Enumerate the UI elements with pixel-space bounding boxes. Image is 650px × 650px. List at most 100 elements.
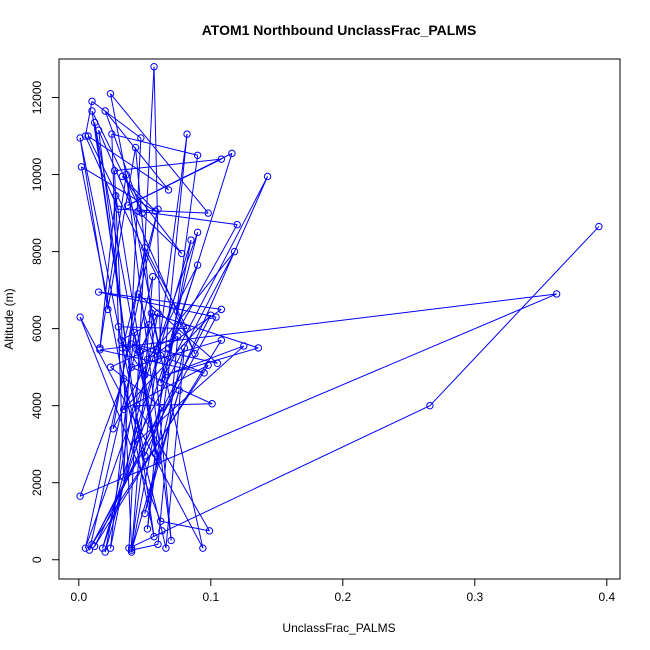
data-point: [154, 309, 162, 317]
series-segment: [128, 405, 431, 549]
series-segment: [98, 291, 222, 310]
series-segment: [111, 134, 125, 477]
data-point: [208, 400, 216, 408]
series-segment: [165, 347, 185, 549]
data-point: [162, 371, 170, 379]
data-point: [88, 107, 96, 115]
series-segment: [136, 349, 156, 454]
data-point: [207, 311, 215, 319]
series-segment: [144, 347, 185, 514]
series-segment: [98, 291, 217, 318]
data-point: [164, 344, 173, 352]
x-tick-label: 0.3: [466, 590, 483, 604]
data-point: [94, 126, 103, 134]
data-point: [145, 321, 153, 329]
data-point: [96, 346, 104, 354]
data-point: [104, 305, 112, 314]
series-segment: [146, 134, 188, 529]
data-point: [77, 163, 86, 171]
x-axis: 0.0 0.1 0.2 0.3 0.4: [70, 578, 615, 604]
data-point: [90, 118, 99, 127]
series-segment: [87, 135, 169, 191]
series-segment: [91, 316, 217, 545]
y-tick-label: 0: [30, 556, 44, 563]
x-axis-label: UnclassFrac_PALMS: [282, 621, 395, 635]
data-point: [158, 527, 166, 535]
data-point: [106, 89, 115, 98]
data-point: [76, 492, 84, 500]
data-point: [137, 134, 145, 142]
data-point: [131, 143, 140, 152]
series-segment: [127, 152, 233, 206]
data-point: [133, 401, 141, 410]
data-point: [552, 290, 561, 298]
series-segment: [137, 293, 218, 364]
series-segment: [104, 110, 143, 214]
data-point: [138, 209, 146, 217]
data-point: [150, 532, 158, 541]
y-tick-label: 12000: [30, 81, 44, 115]
series-segment: [109, 313, 159, 549]
series-segment: [87, 135, 196, 354]
x-tick-label: 0.0: [70, 590, 87, 604]
series-segment: [79, 316, 162, 522]
data-point: [127, 548, 136, 556]
data-point: [119, 375, 128, 383]
data-point: [154, 457, 162, 466]
y-tick-label: 2000: [30, 469, 44, 496]
data-point: [240, 342, 248, 350]
data-point: [98, 544, 107, 552]
series-segment: [109, 332, 135, 549]
series-layer: [79, 66, 600, 553]
series-segment: [79, 378, 125, 497]
data-point: [212, 313, 220, 321]
data-point: [84, 132, 92, 140]
data-point: [106, 363, 115, 371]
series-segment: [138, 210, 238, 226]
data-point: [254, 344, 263, 352]
data-point: [154, 355, 162, 364]
data-point: [154, 540, 162, 549]
data-point: [228, 149, 236, 158]
data-point: [141, 509, 149, 518]
series-segment: [131, 239, 192, 553]
data-point: [156, 351, 165, 360]
y-axis: 0 2000 4000 6000 8000 10000 12000: [30, 81, 60, 563]
series-segment: [168, 224, 238, 349]
data-point: [183, 324, 191, 333]
data-point: [114, 323, 123, 331]
series-segment: [144, 390, 180, 514]
data-point: [94, 288, 103, 296]
data-point: [217, 336, 226, 344]
series-segment: [121, 176, 183, 254]
data-point: [193, 151, 202, 159]
series-segment: [112, 247, 146, 429]
y-tick-label: 10000: [30, 158, 44, 192]
series-segment: [79, 137, 109, 310]
series-segment: [99, 293, 557, 351]
data-point: [119, 473, 128, 481]
data-point: [143, 355, 152, 364]
data-point: [101, 548, 109, 556]
data-point: [134, 207, 142, 215]
data-point: [164, 186, 173, 194]
data-point: [150, 63, 158, 71]
data-point: [141, 452, 149, 460]
data-point: [108, 130, 116, 138]
data-point: [151, 450, 160, 458]
data-point: [233, 220, 241, 229]
data-point: [81, 544, 90, 552]
y-axis-label: Altitude (m): [2, 288, 16, 349]
series-segment: [84, 101, 93, 137]
data-point: [263, 172, 272, 181]
data-point: [109, 425, 117, 433]
data-point: [162, 544, 170, 552]
data-point: [76, 134, 84, 142]
series-segment: [118, 326, 188, 330]
series-segment: [118, 208, 209, 214]
y-tick-label: 4000: [30, 392, 44, 419]
data-point: [149, 272, 157, 281]
series-segment: [94, 407, 163, 547]
data-point: [191, 349, 199, 358]
data-point: [114, 205, 123, 213]
